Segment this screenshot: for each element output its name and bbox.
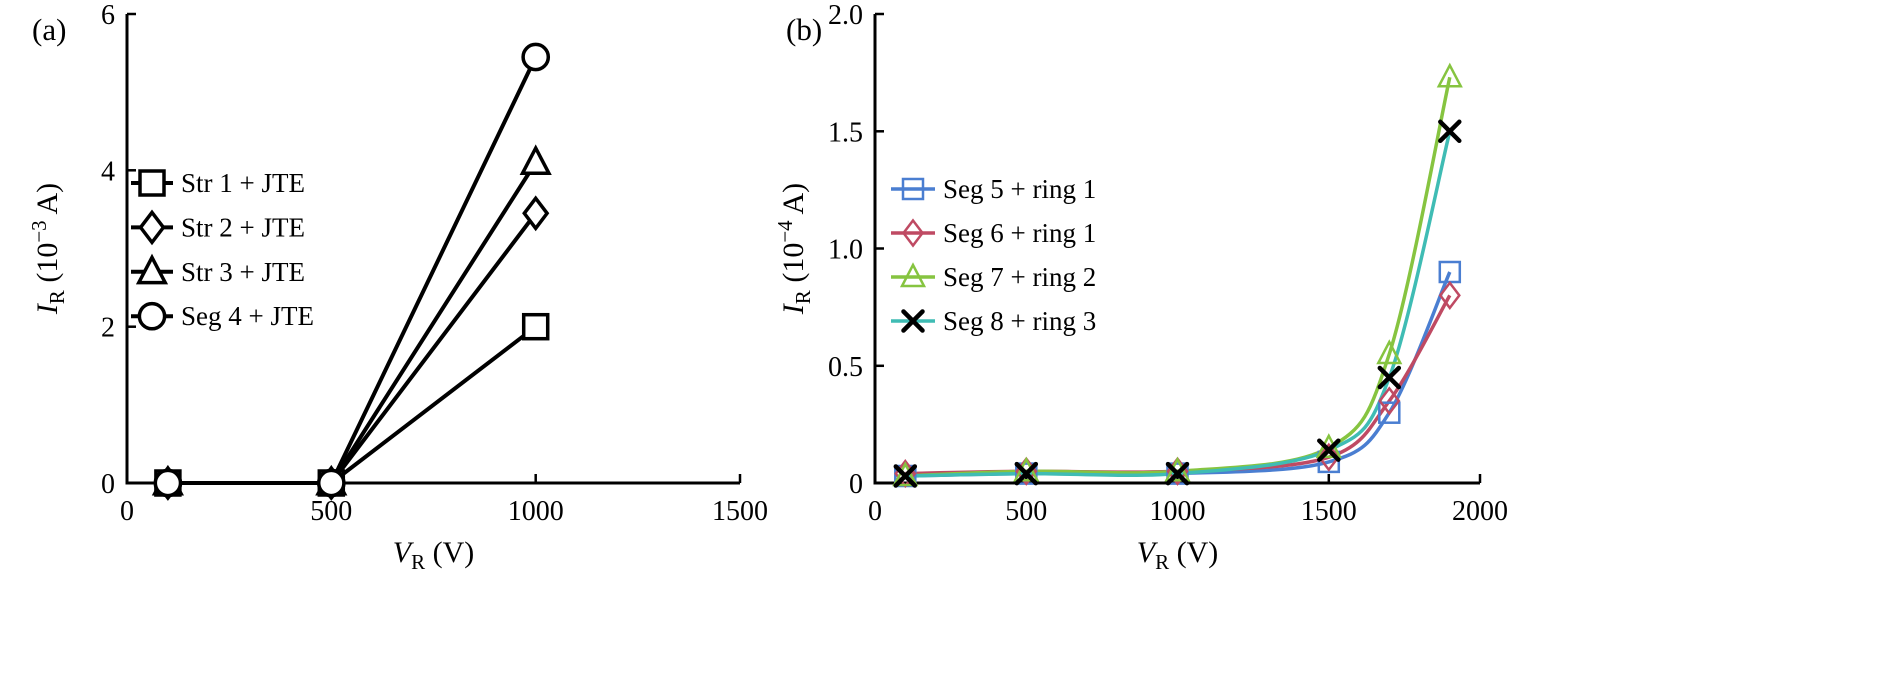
y-axis-label: IR (10−4 A) (773, 183, 815, 315)
panel-label: (a) (32, 12, 66, 47)
x-tick-label: 500 (310, 496, 352, 527)
y-tick-label: 4 (101, 156, 115, 187)
y-tick-label: 2 (101, 313, 115, 344)
series-line-str-1-jte (167, 325, 537, 485)
series-line-seg-5-ring-1 (905, 271, 1452, 478)
legend-marker-x (901, 309, 925, 333)
legend-item-str-2-jte: Str 2 + JTE (131, 209, 305, 246)
legend-item-seg-7-ring-2: Seg 7 + ring 2 (891, 262, 1096, 292)
marker-diamond (522, 195, 550, 232)
legend-label: Str 1 + JTE (181, 168, 305, 198)
legend-marker-circle (137, 301, 167, 331)
series-markers-seg-5-ring-1 (894, 260, 1462, 488)
marker-triangle (892, 461, 919, 487)
marker-x (1317, 438, 1341, 462)
panel-label: (b) (786, 12, 822, 47)
legend-marker-triangle (899, 262, 927, 288)
x-tick-label: 1500 (712, 496, 768, 527)
y-tick-label: 0 (101, 469, 115, 500)
x-axis-label: VR (V) (1137, 536, 1219, 574)
legend-marker-square (138, 169, 166, 197)
x-axis-label: VR (V) (393, 536, 475, 574)
legend-label: Str 3 + JTE (181, 257, 305, 287)
legend-label: Seg 4 + JTE (181, 301, 314, 331)
marker-triangle (1376, 339, 1403, 365)
x-tick-label: 2000 (1452, 496, 1508, 527)
axis-lines (125, 14, 740, 485)
x-tick-label: 0 (120, 496, 134, 527)
marker-square (521, 312, 550, 341)
marker-triangle (519, 144, 552, 176)
legend-item-seg-4-jte: Seg 4 + JTE (131, 301, 314, 331)
legend-item-seg-8-ring-3: Seg 8 + ring 3 (891, 306, 1096, 336)
marker-diamond (1378, 386, 1401, 416)
legend-marker-diamond (138, 209, 166, 246)
y-tick-label: 6 (101, 0, 115, 31)
legend-label: Seg 6 + ring 1 (943, 218, 1096, 248)
y-axis-label: IR (10−3 A) (27, 183, 69, 315)
y-tick-label: 0 (849, 469, 863, 500)
x-tick-label: 500 (1005, 496, 1047, 527)
marker-x (1438, 119, 1462, 144)
x-tick-label: 0 (868, 496, 882, 527)
legend-label: Seg 8 + ring 3 (943, 306, 1096, 336)
y-tick-label: 1.5 (828, 117, 863, 148)
series-markers-seg-8-ring-3 (893, 119, 1462, 488)
marker-x (1014, 461, 1039, 486)
legend-marker-triangle (135, 253, 169, 285)
marker-circle (316, 468, 346, 498)
marker-x (893, 464, 918, 488)
y-tick-label: 1.0 (828, 235, 863, 266)
x-tick-label: 1500 (1301, 496, 1357, 527)
marker-square (1378, 401, 1401, 424)
marker-diamond (1317, 442, 1340, 472)
chart-panel-a: 0 500 1000 1500 0 2 4 6 (a) VR (V) IR (10−3 A) Str … (27, 0, 768, 574)
marker-x (1165, 461, 1190, 486)
legend-item-seg-6-ring-1: Seg 6 + ring 1 (891, 218, 1096, 248)
marker-circle (153, 468, 183, 498)
marker-circle (521, 42, 551, 72)
legend-marker-square (901, 177, 925, 201)
marker-triangle (1436, 62, 1463, 88)
x-tick-label: 1000 (1150, 496, 1206, 527)
legend-item-str-3-jte: Str 3 + JTE (131, 253, 305, 287)
series-line-seg-8-ring-3 (905, 130, 1452, 478)
legend-label: Seg 7 + ring 2 (943, 262, 1096, 292)
y-tick-label: 0.5 (828, 352, 863, 383)
legend-marker-diamond (901, 218, 925, 248)
legend-label: Str 2 + JTE (181, 212, 305, 242)
legend-item-seg-5-ring-1: Seg 5 + ring 1 (891, 174, 1096, 204)
marker-x (1377, 365, 1402, 390)
marker-diamond (1438, 280, 1461, 310)
chart-panel-b: 0 500 1000 1500 2000 0 0.5 1.0 1.5 2.0(b) VR (V) IR… (773, 0, 1508, 574)
y-tick-label: 2.0 (828, 0, 863, 31)
marker-square (1438, 260, 1462, 284)
legend-item-str-1-jte: Str 1 + JTE (131, 168, 305, 198)
x-tick-label: 1000 (508, 496, 564, 527)
series-markers-seg-4-jte (153, 42, 551, 498)
legend-label: Seg 5 + ring 1 (943, 174, 1096, 204)
